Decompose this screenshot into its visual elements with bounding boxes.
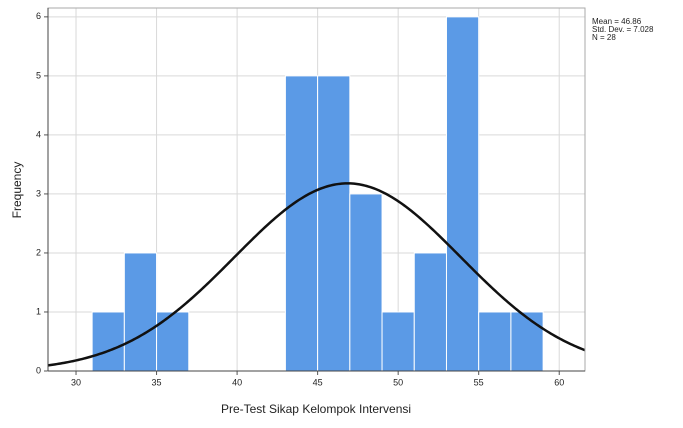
bar (510, 311, 544, 372)
bar (284, 75, 319, 372)
y-tick-label: 0 (36, 365, 41, 375)
y-tick-label: 5 (36, 70, 41, 80)
bar (156, 311, 190, 372)
bar (317, 75, 351, 372)
stats-label: N = 28 (592, 33, 616, 42)
x-tick-label: 35 (152, 377, 162, 387)
y-tick-label: 1 (36, 306, 41, 316)
bar (91, 311, 125, 372)
stats-label: Std. Dev. = 7.028 (592, 25, 654, 34)
x-tick-label: 40 (232, 377, 242, 387)
bar (445, 16, 480, 372)
y-axis-label: Frequency (10, 162, 24, 219)
y-tick-label: 4 (36, 129, 41, 139)
x-tick-label: 30 (71, 377, 81, 387)
x-axis-label: Pre-Test Sikap Kelompok Intervensi (221, 402, 411, 416)
x-tick-label: 55 (474, 377, 484, 387)
bar (123, 252, 158, 372)
y-tick-label: 6 (36, 11, 41, 21)
x-tick-label: 50 (393, 377, 403, 387)
stats-label: Mean = 46.86 (592, 17, 642, 26)
y-tick-label: 2 (36, 247, 41, 257)
normal-curve (47, 182, 586, 367)
bar (381, 311, 415, 372)
y-tick-label: 3 (36, 188, 41, 198)
x-tick-label: 45 (313, 377, 323, 387)
bar (413, 252, 447, 372)
x-tick-label: 60 (554, 377, 564, 387)
bar (478, 311, 512, 372)
bar (349, 193, 383, 372)
